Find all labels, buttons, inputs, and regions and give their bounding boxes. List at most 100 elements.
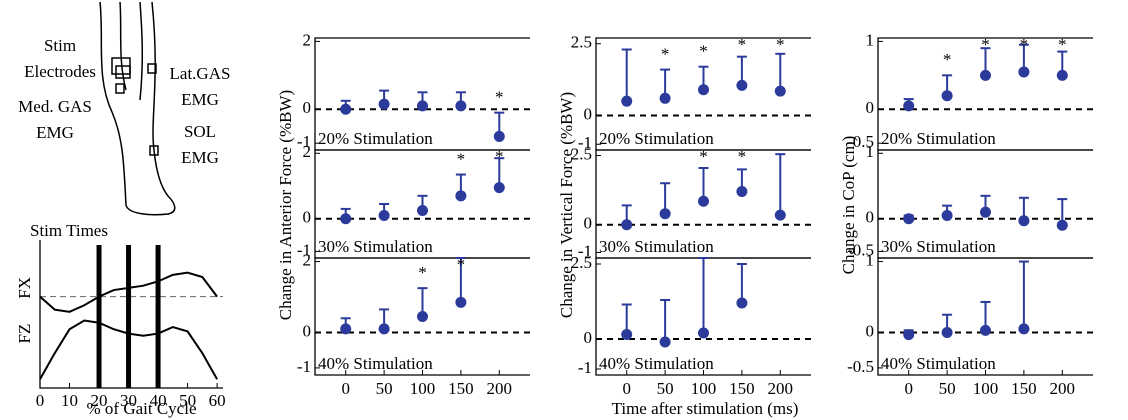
x-tick-label: 0: [36, 391, 45, 410]
panel-label: 40% Stimulation: [881, 354, 996, 373]
data-point: [698, 84, 709, 96]
y-tick-label: 0: [866, 208, 875, 227]
x-tick-label: 50: [657, 379, 674, 398]
y-tick-label: -0.5: [847, 240, 874, 259]
significance-star: *: [457, 149, 466, 168]
data-point: [980, 324, 991, 336]
chart-title: Stim Times: [30, 221, 108, 240]
significance-star: *: [495, 88, 504, 107]
series-line: [39, 319, 218, 380]
x-tick-label: 100: [410, 379, 436, 398]
significance-star: *: [457, 255, 466, 274]
data-point: [1018, 215, 1030, 227]
y-tick-label: 0: [303, 98, 312, 117]
diagram-label: Lat.GAS: [170, 64, 231, 83]
y-tick-label: -1: [578, 133, 592, 152]
data-point: [774, 209, 786, 221]
diagram-label: Stim: [44, 36, 76, 55]
y-tick-label: 0: [303, 321, 312, 340]
data-point: [455, 100, 467, 112]
data-point: [980, 69, 991, 81]
x-tick-label: 150: [1011, 379, 1037, 398]
data-point: [378, 98, 390, 110]
x-tick-label: 0: [622, 379, 631, 398]
y-tick-label: -1: [297, 132, 311, 151]
y-tick-label: -1: [297, 357, 311, 376]
significance-star: *: [495, 147, 504, 166]
x-tick-label: 200: [768, 379, 794, 398]
significance-star: *: [1020, 35, 1029, 54]
y-tick-label: 1: [866, 142, 875, 161]
panel-label: 20% Stimulation: [318, 129, 433, 148]
significance-star: *: [738, 35, 747, 54]
y-tick-label: 2: [303, 250, 312, 269]
data-point: [736, 186, 748, 198]
x-tick-label: 50: [376, 379, 393, 398]
x-tick-label: 40: [150, 391, 167, 410]
data-point: [621, 329, 633, 340]
panel-label: 20% Stimulation: [881, 129, 996, 148]
y-tick-label: -0.5: [847, 132, 874, 151]
panel-label: 30% Stimulation: [599, 237, 714, 256]
data-point: [493, 130, 505, 142]
data-point: [621, 95, 633, 107]
x-tick-label: 200: [487, 379, 513, 398]
y-axis-title: Change in Vertical Force (%BW): [557, 92, 576, 318]
diagram-label: EMG: [181, 90, 219, 109]
x-axis-title: Time after stimulation (ms): [612, 399, 799, 418]
y-tick-label: 0: [584, 104, 593, 123]
x-tick-label: 0: [904, 379, 913, 398]
data-point: [455, 190, 467, 202]
diagram-label: Med. GAS: [18, 97, 92, 116]
x-tick-label: 60: [209, 391, 226, 410]
x-tick-label: 100: [691, 379, 717, 398]
x-tick-label: 150: [448, 379, 474, 398]
significance-star: *: [943, 50, 952, 69]
panel-label: 40% Stimulation: [318, 354, 433, 373]
y-tick-label: 2.5: [571, 144, 592, 163]
y-tick-label: -1: [578, 358, 592, 377]
y-tick-label: -1: [297, 240, 311, 259]
data-point: [659, 336, 671, 348]
data-point: [941, 326, 953, 338]
x-tick-label: 50: [939, 379, 956, 398]
significance-star: *: [699, 147, 708, 166]
y-tick-label: 1: [866, 30, 875, 49]
data-point: [340, 323, 352, 335]
series-label: FX: [15, 277, 34, 299]
y-tick-label: 2.5: [571, 253, 592, 272]
y-tick-label: 0: [303, 208, 312, 227]
panel-label: 20% Stimulation: [599, 129, 714, 148]
y-tick-label: 0: [584, 328, 593, 347]
leg-drawing: [99, 1, 176, 216]
significance-star: *: [1058, 35, 1067, 54]
data-point: [736, 297, 748, 309]
significance-star: *: [661, 44, 670, 63]
panel-label: 30% Stimulation: [881, 237, 996, 256]
x-tick-label: 0: [341, 379, 350, 398]
data-point: [903, 100, 915, 112]
data-point: [1056, 219, 1068, 231]
diagram-label: EMG: [181, 148, 219, 167]
series-line: [39, 271, 218, 313]
y-tick-label: 2.5: [571, 33, 592, 52]
axis: [39, 240, 223, 389]
x-tick-label: 30: [120, 391, 137, 410]
significance-star: *: [738, 147, 747, 166]
y-tick-label: 1: [866, 250, 875, 269]
data-point: [378, 323, 390, 335]
x-tick-label: 100: [973, 379, 999, 398]
y-tick-label: 0: [866, 98, 875, 117]
data-point: [417, 205, 428, 217]
x-tick-label: 50: [179, 391, 196, 410]
data-point: [1018, 323, 1030, 335]
y-axis-title: Change in CoP (cm): [839, 136, 858, 275]
diagram-label: Electrodes: [24, 62, 96, 81]
data-point: [941, 90, 953, 102]
data-point: [659, 208, 671, 220]
data-point: [455, 296, 467, 308]
x-tick-label: 10: [61, 391, 78, 410]
data-point: [903, 329, 915, 341]
significance-star: *: [418, 263, 427, 282]
